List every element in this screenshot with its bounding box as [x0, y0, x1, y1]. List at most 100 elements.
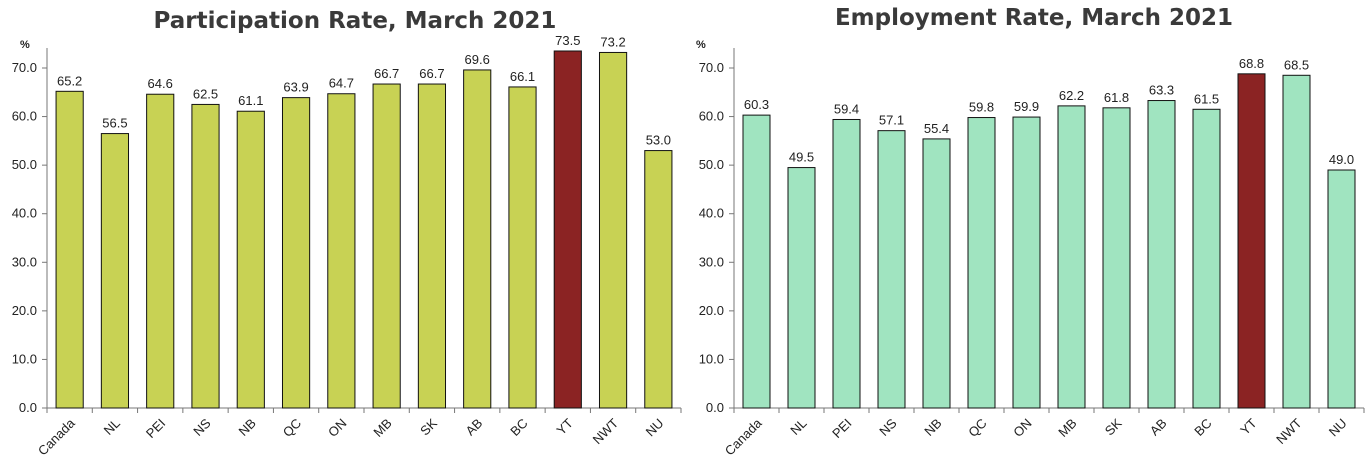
bar-sk — [1102, 107, 1131, 409]
x-tick-label: QC — [280, 416, 304, 440]
x-tick-label: Canada — [35, 415, 78, 458]
y-tick-label: 30.0 — [699, 254, 724, 269]
bar-bc — [508, 86, 537, 409]
x-tick-label: Canada — [722, 415, 765, 458]
data-label: 59.9 — [1014, 99, 1039, 114]
bar-mb — [372, 83, 401, 409]
data-label: 61.1 — [238, 93, 263, 108]
y-tick-label: 0.0 — [19, 400, 37, 415]
bar-canada — [55, 90, 84, 409]
bar-on — [327, 93, 356, 409]
x-tick-label: NU — [643, 416, 667, 440]
data-label: 68.8 — [1239, 56, 1264, 71]
bar-pei — [146, 93, 175, 409]
x-tick-label: PEI — [143, 416, 168, 441]
x-tick-label: QC — [965, 416, 989, 440]
data-label: 59.4 — [834, 101, 859, 116]
y-tick-label: 10.0 — [12, 351, 37, 366]
x-tick-label: NWT — [1273, 415, 1305, 447]
y-tick-label: 70.0 — [699, 60, 724, 75]
data-label: 59.8 — [969, 100, 994, 115]
data-label: 61.8 — [1104, 90, 1129, 105]
data-label: 65.2 — [57, 73, 82, 88]
data-label: 61.5 — [1194, 91, 1219, 106]
bar-qc — [967, 117, 996, 409]
data-label: 66.7 — [419, 66, 444, 81]
x-tick-label: SK — [1102, 415, 1125, 438]
bar-on — [1012, 116, 1041, 409]
y-tick-label: 70.0 — [12, 60, 37, 75]
bar-sk — [417, 83, 447, 409]
x-tick-label: NB — [236, 416, 259, 439]
bar-bc — [1192, 108, 1221, 409]
x-tick-label: BC — [507, 416, 530, 439]
y-tick-label: 40.0 — [699, 206, 724, 221]
bar-yt — [553, 50, 582, 409]
x-tick-label: AB — [462, 416, 485, 439]
data-label: 57.1 — [879, 113, 904, 128]
bar-qc — [281, 97, 311, 409]
bar-pei — [832, 118, 861, 409]
employment-rate-svg: Employment Rate, March 2021% 0.0 10.0 20.0 3… — [696, 5, 1365, 458]
y-tick-label: 0.0 — [706, 400, 724, 415]
bar-yt — [1237, 73, 1266, 409]
x-tick-label: SK — [417, 415, 440, 438]
bar-nwt — [1282, 74, 1311, 409]
x-tick-label: ON — [325, 416, 349, 440]
y-tick-label: 30.0 — [12, 254, 37, 269]
x-tick-label: BC — [1191, 416, 1214, 439]
x-tick-label: MB — [370, 416, 394, 440]
bar-nb — [236, 110, 265, 409]
x-tick-label: MB — [1055, 416, 1079, 440]
data-label: 62.2 — [1059, 88, 1084, 103]
chart-title: Employment Rate, March 2021 — [835, 5, 1233, 31]
x-tick-label: ON — [1010, 416, 1034, 440]
data-label: 69.6 — [465, 52, 490, 67]
y-tick-label: 20.0 — [699, 303, 724, 318]
bar-nwt — [598, 51, 628, 409]
participation-rate-chart: Participation Rate, March 2021% 0.0 10.0 20… — [0, 0, 684, 458]
x-tick-label: NL — [101, 416, 123, 438]
y-tick-label: 50.0 — [12, 157, 37, 172]
bar-nu — [644, 150, 673, 409]
x-tick-label: NB — [921, 416, 944, 439]
y-unit-label: % — [20, 39, 30, 51]
y-tick-label: 40.0 — [12, 206, 37, 221]
chart-title: Participation Rate, March 2021 — [154, 8, 557, 34]
bar-ab — [1147, 100, 1176, 409]
data-label: 56.5 — [102, 116, 127, 131]
x-tick-label: YT — [1237, 415, 1259, 437]
participation-rate-svg: Participation Rate, March 2021% 0.0 10.0 20… — [12, 8, 682, 458]
x-tick-label: NU — [1326, 416, 1350, 440]
bar-nl — [100, 133, 130, 409]
data-label: 55.4 — [924, 121, 949, 136]
data-label: 73.5 — [555, 33, 580, 48]
data-label: 66.1 — [510, 69, 535, 84]
data-label: 64.7 — [329, 76, 354, 91]
y-tick-label: 60.0 — [12, 109, 37, 124]
y-tick-label: 60.0 — [699, 109, 724, 124]
x-tick-label: NL — [787, 416, 809, 438]
data-label: 53.0 — [646, 133, 671, 148]
data-label: 49.5 — [789, 150, 814, 165]
bar-nl — [787, 167, 816, 409]
y-unit-label: % — [696, 39, 706, 51]
data-label: 73.2 — [600, 34, 625, 49]
data-label: 49.0 — [1329, 152, 1354, 167]
y-tick-label: 10.0 — [699, 351, 724, 366]
data-label: 63.3 — [1149, 83, 1174, 98]
employment-rate-chart: Employment Rate, March 2021% 0.0 10.0 20.0 3… — [684, 0, 1369, 458]
bar-ab — [463, 69, 492, 409]
x-tick-label: NS — [190, 415, 214, 439]
bar-ns — [191, 103, 220, 409]
data-label: 64.6 — [148, 76, 173, 91]
bar-nu — [1327, 169, 1356, 409]
data-label: 66.7 — [374, 66, 399, 81]
x-tick-label: AB — [1147, 416, 1170, 439]
y-tick-label: 50.0 — [699, 157, 724, 172]
y-tick-label: 20.0 — [12, 303, 37, 318]
bar-ns — [877, 130, 906, 409]
x-tick-label: PEI — [829, 416, 854, 441]
data-label: 68.5 — [1284, 57, 1309, 72]
data-label: 60.3 — [744, 97, 769, 112]
